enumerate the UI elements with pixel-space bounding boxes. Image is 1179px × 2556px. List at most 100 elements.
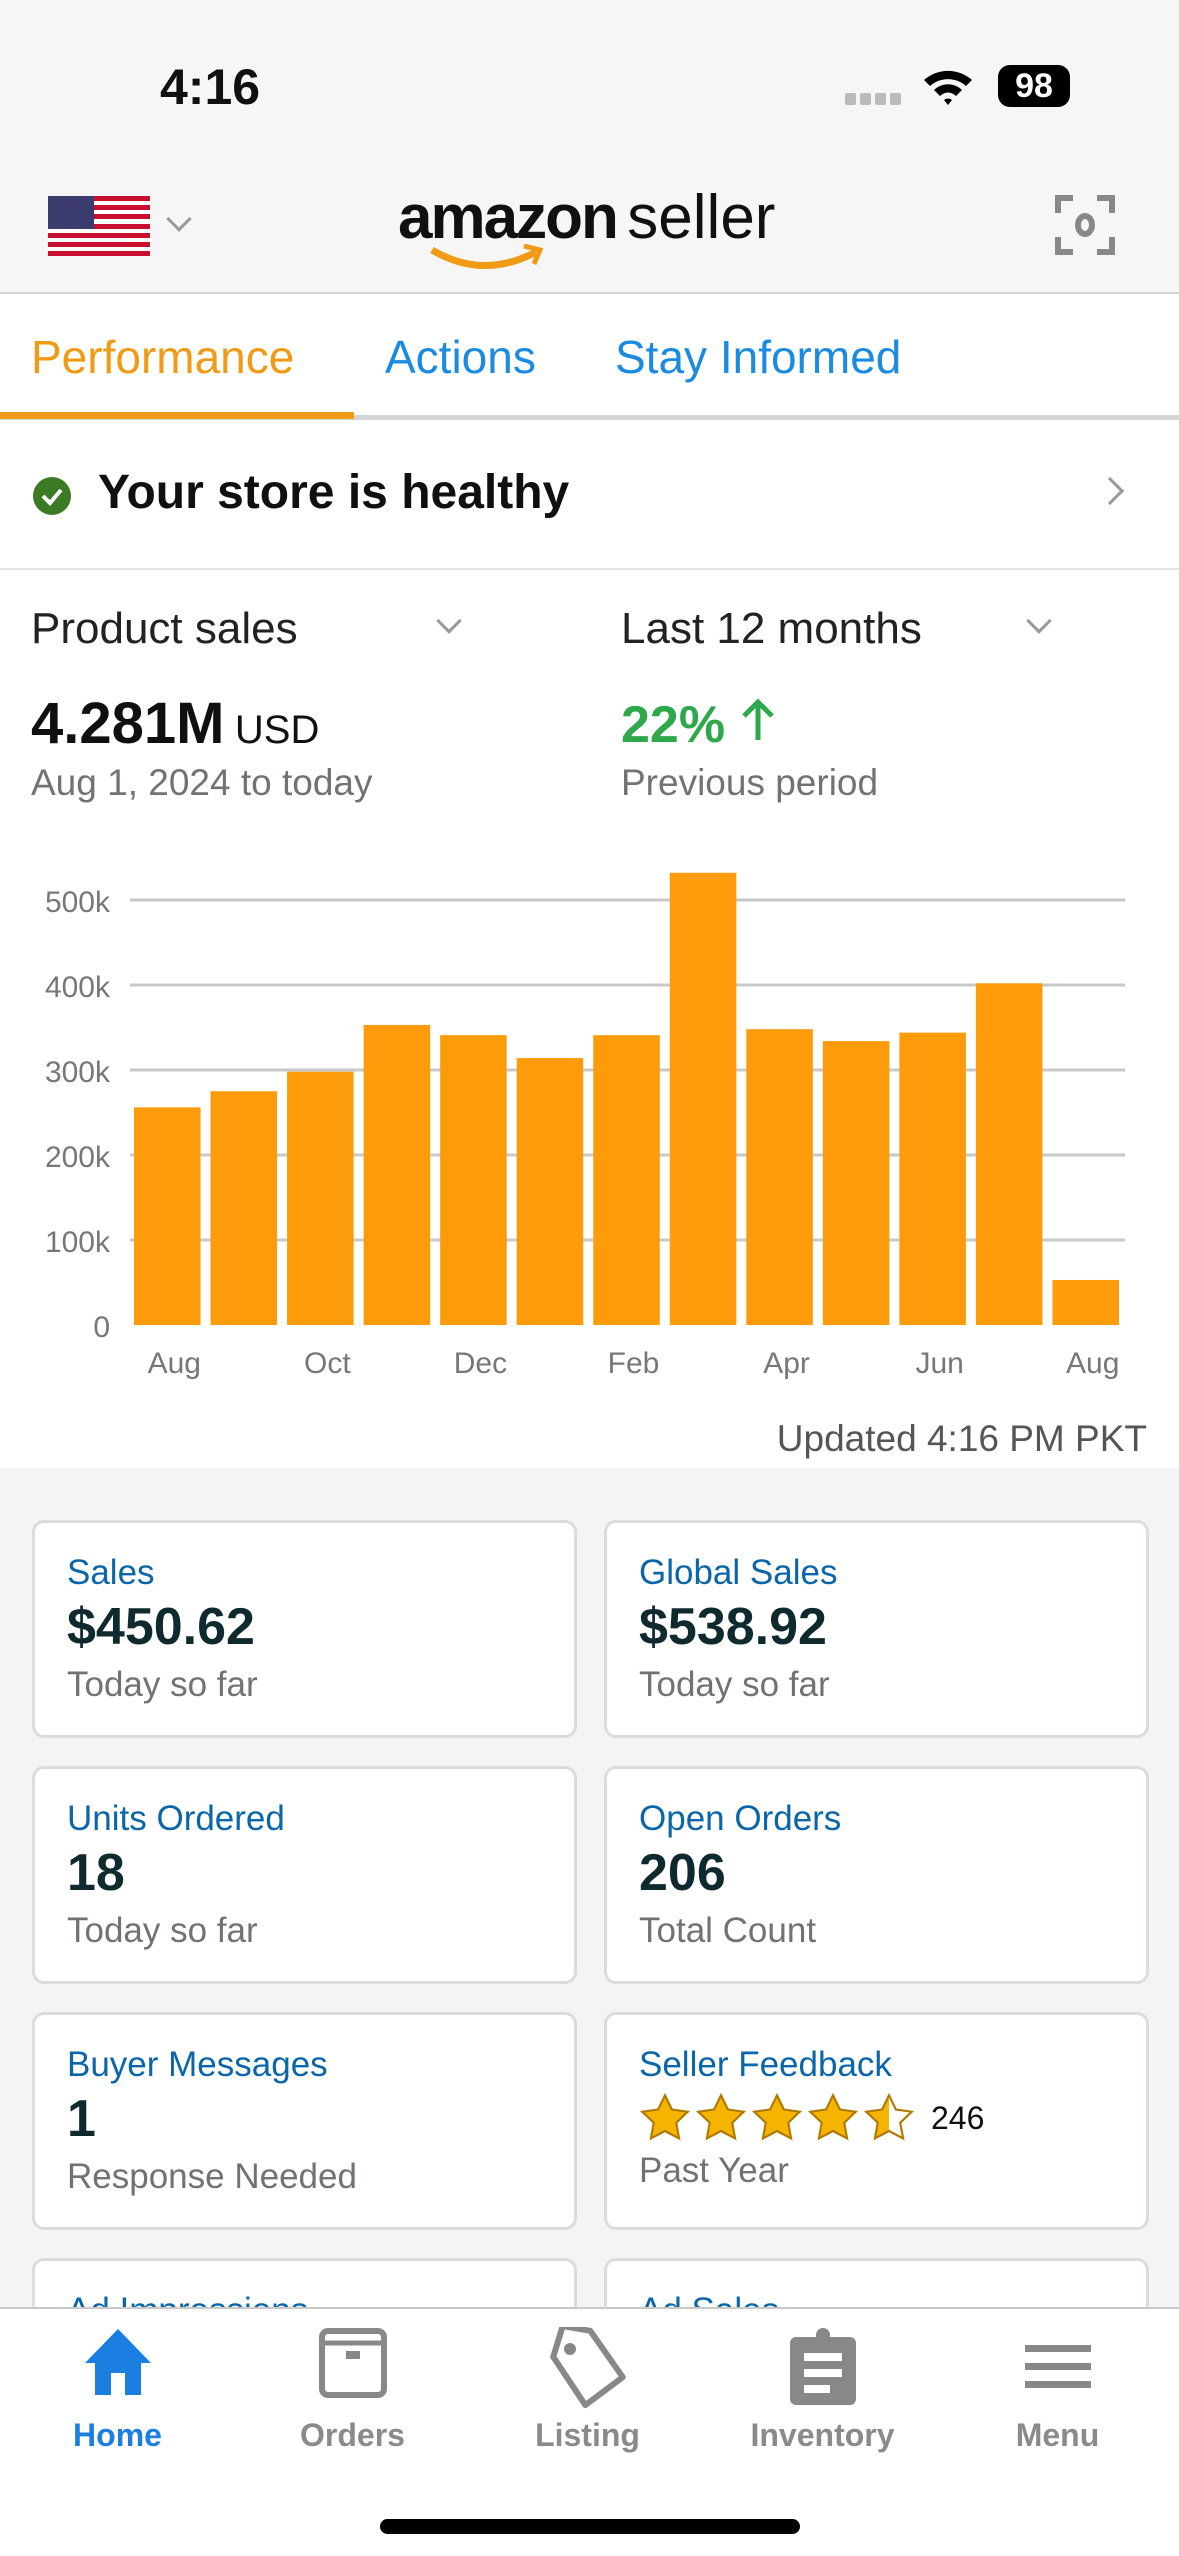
bar-dec[interactable] bbox=[440, 1035, 507, 1325]
card-title: Seller Feedback bbox=[639, 2045, 892, 2084]
bar-jan[interactable] bbox=[516, 1058, 584, 1325]
bar-aug[interactable] bbox=[134, 1107, 201, 1325]
scan-icon bbox=[1055, 195, 1115, 255]
star-icon bbox=[639, 2093, 691, 2141]
metric-card[interactable]: Seller Feedback 246 Past Year bbox=[604, 2012, 1149, 2230]
x-tick-label: Apr bbox=[763, 1347, 810, 1380]
chevron-down-icon[interactable] bbox=[166, 206, 192, 232]
tab-bar: Performance Actions Stay Informed bbox=[0, 294, 1179, 420]
card-subtitle: Response Needed bbox=[67, 2157, 357, 2196]
metric-card[interactable]: Global Sales $538.92 Today so far bbox=[604, 1520, 1149, 1738]
card-subtitle: Past Year bbox=[639, 2151, 789, 2190]
change-percent: 22% bbox=[621, 696, 726, 754]
nav-menu[interactable]: Menu bbox=[940, 2309, 1175, 2469]
bar-oct[interactable] bbox=[287, 1071, 354, 1325]
check-circle-icon bbox=[33, 477, 71, 515]
card-subtitle: Total Count bbox=[639, 1911, 817, 1950]
nav-label: Home bbox=[73, 2417, 162, 2453]
x-tick-label: Aug bbox=[1066, 1347, 1119, 1380]
y-tick-label: 500k bbox=[45, 886, 111, 919]
bar-apr[interactable] bbox=[746, 1029, 813, 1325]
x-tick-label: Dec bbox=[454, 1347, 507, 1380]
card-title: Global Sales bbox=[639, 1553, 838, 1592]
card-subtitle: Today so far bbox=[639, 1665, 830, 1704]
tab-actions[interactable]: Actions bbox=[385, 331, 536, 383]
star-icon bbox=[751, 2093, 803, 2141]
y-tick-label: 100k bbox=[45, 1226, 111, 1259]
metric-card[interactable]: Open Orders 206 Total Count bbox=[604, 1766, 1149, 1984]
sales-bar-chart: 0 100k 200k 300k 400k 500k Aug Oct Dec Feb Apr Jun A… bbox=[45, 872, 1125, 1380]
x-tick-label: Oct bbox=[304, 1347, 351, 1380]
bar-may[interactable] bbox=[822, 1041, 890, 1325]
logo-word: amazon bbox=[398, 183, 619, 252]
card-subtitle: Today so far bbox=[67, 1665, 258, 1704]
card-value: $450.62 bbox=[67, 1598, 255, 1656]
tab-stay-informed[interactable]: Stay Informed bbox=[615, 331, 902, 383]
bar-aug[interactable] bbox=[1052, 1279, 1119, 1325]
bar-mar[interactable] bbox=[669, 872, 737, 1325]
bar-sep[interactable] bbox=[210, 1091, 278, 1325]
period-dropdown[interactable]: Last 12 months bbox=[621, 604, 922, 653]
card-title: Open Orders bbox=[639, 1799, 842, 1838]
y-tick-label: 300k bbox=[45, 1056, 111, 1089]
card-value: $538.92 bbox=[639, 1598, 827, 1656]
feedback-count: 246 bbox=[931, 2099, 985, 2136]
signal-icon bbox=[845, 92, 903, 105]
card-title: Sales bbox=[67, 1553, 155, 1592]
clipboard-icon bbox=[789, 2328, 856, 2405]
card-title: Units Ordered bbox=[67, 1799, 285, 1838]
store-health-row[interactable]: Your store is healthy bbox=[0, 425, 1179, 570]
us-flag-icon bbox=[48, 196, 150, 256]
bar-jun[interactable] bbox=[899, 1032, 966, 1325]
bar-feb[interactable] bbox=[593, 1035, 660, 1325]
nav-inventory[interactable]: Inventory bbox=[705, 2309, 940, 2469]
tab-performance[interactable]: Performance bbox=[31, 331, 295, 383]
metric-total: 4.281M USD bbox=[31, 690, 319, 757]
updated-timestamp: Updated 4:16 PM PKT bbox=[776, 1418, 1147, 1459]
chevron-right-icon bbox=[1095, 476, 1125, 506]
metric-card[interactable]: Sales $450.62 Today so far bbox=[32, 1520, 577, 1738]
scan-button[interactable] bbox=[1055, 195, 1115, 255]
status-bar: 4:16 98 bbox=[0, 0, 1179, 160]
box-icon bbox=[318, 2328, 387, 2398]
change-label: Previous period bbox=[621, 762, 879, 803]
nav-home[interactable]: Home bbox=[0, 2309, 235, 2469]
y-tick-label: 0 bbox=[93, 1311, 110, 1344]
logo-suffix: seller bbox=[627, 183, 776, 252]
nav-label: Inventory bbox=[750, 2417, 895, 2453]
home-indicator bbox=[380, 2519, 800, 2534]
metric-dropdown[interactable]: Product sales bbox=[31, 604, 298, 653]
y-tick-label: 400k bbox=[45, 971, 111, 1004]
active-tab-indicator bbox=[0, 412, 354, 419]
star-icon bbox=[695, 2093, 747, 2141]
card-value: 1 bbox=[67, 2090, 96, 2148]
chevron-down-icon[interactable] bbox=[436, 608, 462, 634]
star-rating: 246 bbox=[639, 2093, 1114, 2143]
nav-label: Menu bbox=[1015, 2417, 1100, 2453]
tag-icon bbox=[549, 2327, 626, 2409]
amazon-seller-logo: amazon seller bbox=[398, 182, 798, 282]
status-time: 4:16 bbox=[160, 59, 261, 115]
star-icon bbox=[807, 2093, 859, 2141]
x-tick-label: Aug bbox=[148, 1347, 201, 1380]
bar-nov[interactable] bbox=[363, 1024, 431, 1325]
country-selector[interactable] bbox=[48, 196, 150, 256]
metric-range: Aug 1, 2024 to today bbox=[31, 762, 373, 803]
app-header: amazon seller bbox=[0, 160, 1179, 294]
star-icon bbox=[863, 2093, 915, 2141]
arrow-up-icon bbox=[741, 698, 774, 740]
nav-listing[interactable]: Listing bbox=[470, 2309, 705, 2469]
bar-jul[interactable] bbox=[975, 983, 1043, 1325]
chevron-down-icon[interactable] bbox=[1026, 608, 1052, 634]
y-tick-label: 200k bbox=[45, 1141, 111, 1174]
card-value: 18 bbox=[67, 1844, 125, 1902]
nav-orders[interactable]: Orders bbox=[235, 2309, 470, 2469]
x-tick-label: Feb bbox=[608, 1347, 660, 1380]
metric-card[interactable]: Units Ordered 18 Today so far bbox=[32, 1766, 577, 1984]
card-subtitle: Today so far bbox=[67, 1911, 258, 1950]
card-value: 206 bbox=[639, 1844, 726, 1902]
health-text: Your store is healthy bbox=[98, 466, 570, 519]
home-icon bbox=[84, 2329, 151, 2395]
hamburger-menu-icon bbox=[1024, 2345, 1091, 2388]
metric-card[interactable]: Buyer Messages 1 Response Needed bbox=[32, 2012, 577, 2230]
